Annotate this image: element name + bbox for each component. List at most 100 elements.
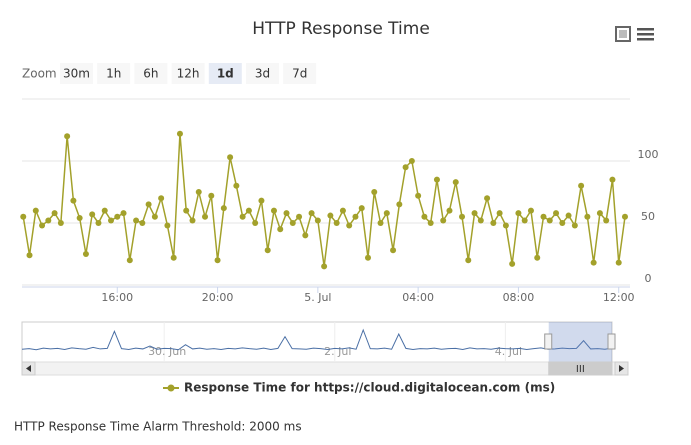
data-point [57, 220, 64, 226]
data-point [308, 210, 315, 217]
data-point [333, 220, 340, 226]
data-point [45, 217, 52, 224]
legend-marker[interactable] [167, 384, 175, 392]
data-point [214, 257, 221, 264]
zoom-button-label[interactable]: 12h [177, 67, 200, 81]
data-point [64, 133, 71, 140]
nav-tick-label: 4. Jul [495, 345, 522, 358]
data-point [509, 260, 516, 267]
data-point [183, 207, 190, 214]
data-point [133, 217, 140, 224]
data-point [227, 154, 234, 161]
y-tick-label: 0 [645, 272, 652, 285]
data-point [490, 220, 497, 226]
data-point [76, 215, 83, 222]
data-point [245, 207, 252, 214]
legend-label[interactable]: Response Time for https://cloud.digitalo… [184, 381, 555, 395]
data-point [421, 213, 428, 220]
data-point [402, 164, 409, 171]
data-point [540, 213, 547, 220]
data-point [252, 220, 259, 226]
zoom-button-label[interactable]: 6h [143, 67, 158, 81]
data-point [195, 189, 202, 195]
zoom-button[interactable] [208, 63, 242, 84]
zoom-button-label[interactable]: 30m [63, 67, 90, 81]
zoom-button[interactable] [134, 63, 168, 84]
data-point [346, 222, 353, 229]
data-point [559, 220, 566, 226]
data-point [565, 212, 572, 219]
data-point [440, 217, 447, 224]
data-point [189, 217, 196, 224]
data-point [321, 263, 328, 270]
data-point [302, 232, 309, 239]
data-point [396, 201, 403, 208]
zoom-button-label[interactable]: 1h [106, 67, 121, 81]
navigator-handle[interactable] [544, 333, 553, 350]
data-point [446, 207, 453, 214]
data-point [377, 220, 384, 226]
series-line [21, 328, 613, 351]
nav-tick-label: 30. Jun [148, 345, 186, 358]
data-point [465, 257, 472, 264]
data-point [527, 207, 534, 214]
data-point [270, 207, 277, 214]
menu-icons[interactable] [615, 26, 654, 42]
data-point [521, 217, 528, 224]
data-point [51, 210, 58, 217]
scroll-left-arrow [26, 365, 31, 372]
data-point [39, 222, 46, 229]
data-point [596, 210, 603, 217]
data-point [233, 182, 240, 189]
data-point [433, 176, 440, 183]
x-tick-label: 04:00 [402, 291, 434, 304]
data-point [484, 195, 491, 202]
zoom-button[interactable] [283, 63, 317, 84]
data-point [108, 217, 115, 224]
data-point [408, 158, 415, 164]
data-point [101, 207, 108, 214]
data-point [82, 251, 89, 257]
data-point [371, 189, 378, 195]
data-point [314, 217, 321, 224]
data-point [339, 207, 346, 214]
data-point [502, 222, 509, 229]
navigator-selection[interactable] [548, 322, 612, 362]
data-point [459, 213, 466, 220]
data-point [126, 257, 133, 264]
data-point [283, 210, 290, 217]
zoom-button[interactable] [246, 63, 279, 84]
data-point [609, 176, 616, 183]
data-point [95, 220, 102, 226]
zoom-button-label[interactable]: 3d [255, 67, 270, 81]
data-point [176, 130, 183, 137]
data-point [553, 210, 560, 217]
data-point [26, 252, 33, 259]
zoom-button-label[interactable]: 7d [292, 67, 307, 81]
zoom-button-label[interactable]: 1d [217, 67, 234, 81]
data-point [352, 213, 359, 220]
data-point [114, 213, 121, 220]
data-point [615, 259, 622, 266]
data-point [383, 210, 390, 217]
data-point [151, 213, 158, 220]
data-point [427, 220, 434, 226]
zoom-button[interactable] [60, 63, 93, 84]
zoom-button[interactable] [97, 63, 131, 84]
data-point [20, 213, 27, 220]
data-point [258, 197, 265, 204]
data-point [534, 254, 541, 261]
data-point [452, 179, 459, 186]
scrollbar-track[interactable] [21, 361, 629, 376]
x-tick-label: 20:00 [202, 291, 234, 304]
data-point [208, 192, 215, 199]
data-point [390, 247, 397, 254]
data-point [139, 220, 146, 226]
navigator-handle[interactable] [607, 333, 616, 350]
zoom-button[interactable] [171, 63, 205, 84]
data-point [164, 222, 171, 229]
data-point [289, 220, 296, 226]
data-point [358, 205, 365, 212]
nav-tick-label: 2. Jul [324, 345, 351, 358]
